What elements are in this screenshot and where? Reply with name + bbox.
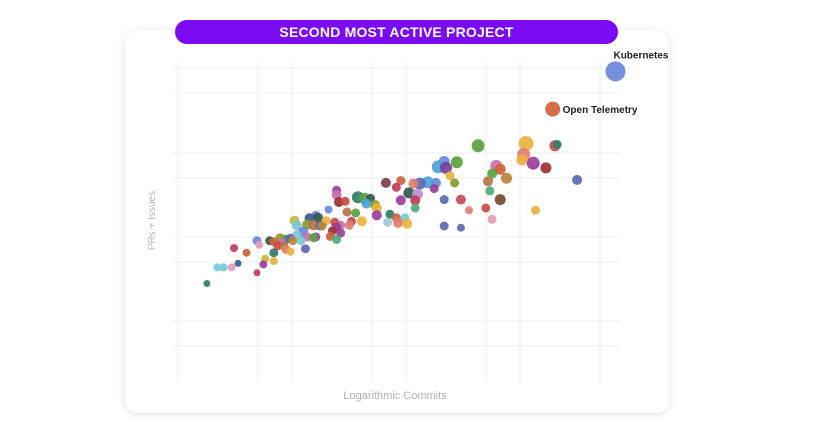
data-point — [255, 240, 264, 249]
data-point — [313, 212, 324, 223]
data-point — [203, 280, 211, 287]
data-point — [344, 220, 354, 230]
data-point — [552, 140, 562, 149]
data-points — [203, 61, 626, 287]
data-point — [439, 195, 449, 205]
data-point — [393, 218, 404, 228]
annotation-label: Open Telemetry — [563, 105, 638, 116]
data-point — [481, 203, 491, 213]
data-point — [317, 221, 327, 231]
data-point — [450, 178, 460, 188]
data-point — [526, 156, 540, 170]
data-point — [234, 259, 242, 267]
data-point — [371, 203, 382, 213]
data-point — [487, 214, 497, 224]
data-point — [402, 218, 413, 229]
data-point — [361, 198, 372, 209]
data-point — [403, 187, 415, 199]
data-point — [501, 172, 512, 184]
data-point — [269, 257, 278, 266]
chart-title: SECOND MOST ACTIVE PROJECT — [175, 20, 618, 44]
data-point — [445, 171, 455, 181]
data-point — [340, 196, 350, 206]
data-point — [516, 154, 528, 166]
data-point — [380, 177, 391, 188]
data-point — [471, 139, 485, 153]
data-point — [309, 233, 318, 243]
annotations: Kubernetes Open Telemetry — [563, 50, 669, 116]
data-point — [259, 260, 268, 269]
data-point — [300, 244, 310, 254]
data-point — [429, 184, 439, 194]
data-point — [494, 163, 506, 175]
data-point — [395, 195, 406, 206]
y-axis-label: PRs + Issues — [147, 190, 158, 251]
data-point — [296, 236, 306, 246]
data-point — [336, 228, 346, 238]
data-point — [485, 186, 495, 196]
data-point — [324, 205, 333, 214]
data-point — [545, 101, 561, 117]
data-point — [494, 194, 506, 206]
data-point — [439, 221, 449, 231]
data-point — [242, 248, 251, 257]
data-point — [227, 263, 236, 272]
data-point — [291, 220, 302, 231]
data-point — [269, 248, 279, 258]
data-point — [456, 223, 465, 232]
data-point — [455, 194, 466, 205]
data-point — [518, 136, 534, 151]
data-point — [440, 161, 452, 174]
data-point — [450, 156, 463, 169]
annotation-label: Kubernetes — [613, 50, 668, 61]
data-point — [356, 216, 367, 227]
data-point — [483, 176, 493, 187]
data-point — [487, 168, 498, 179]
data-point — [351, 208, 361, 218]
data-point — [605, 61, 626, 82]
data-point — [408, 178, 419, 189]
data-point — [213, 263, 222, 272]
data-point — [342, 207, 352, 217]
data-point — [332, 234, 342, 244]
data-point — [410, 195, 421, 206]
data-point — [288, 236, 298, 246]
data-point — [465, 206, 473, 215]
data-point — [391, 182, 401, 192]
data-point — [219, 263, 228, 272]
data-point — [531, 205, 540, 215]
data-point — [383, 217, 393, 227]
data-point — [371, 210, 382, 221]
x-axis-label: Logarithmic Commits — [343, 390, 447, 402]
data-point — [410, 203, 420, 213]
data-point — [540, 162, 552, 174]
data-point — [230, 244, 238, 253]
data-point — [286, 247, 295, 256]
data-point — [396, 176, 406, 186]
data-point — [572, 174, 583, 185]
data-point — [253, 269, 261, 277]
